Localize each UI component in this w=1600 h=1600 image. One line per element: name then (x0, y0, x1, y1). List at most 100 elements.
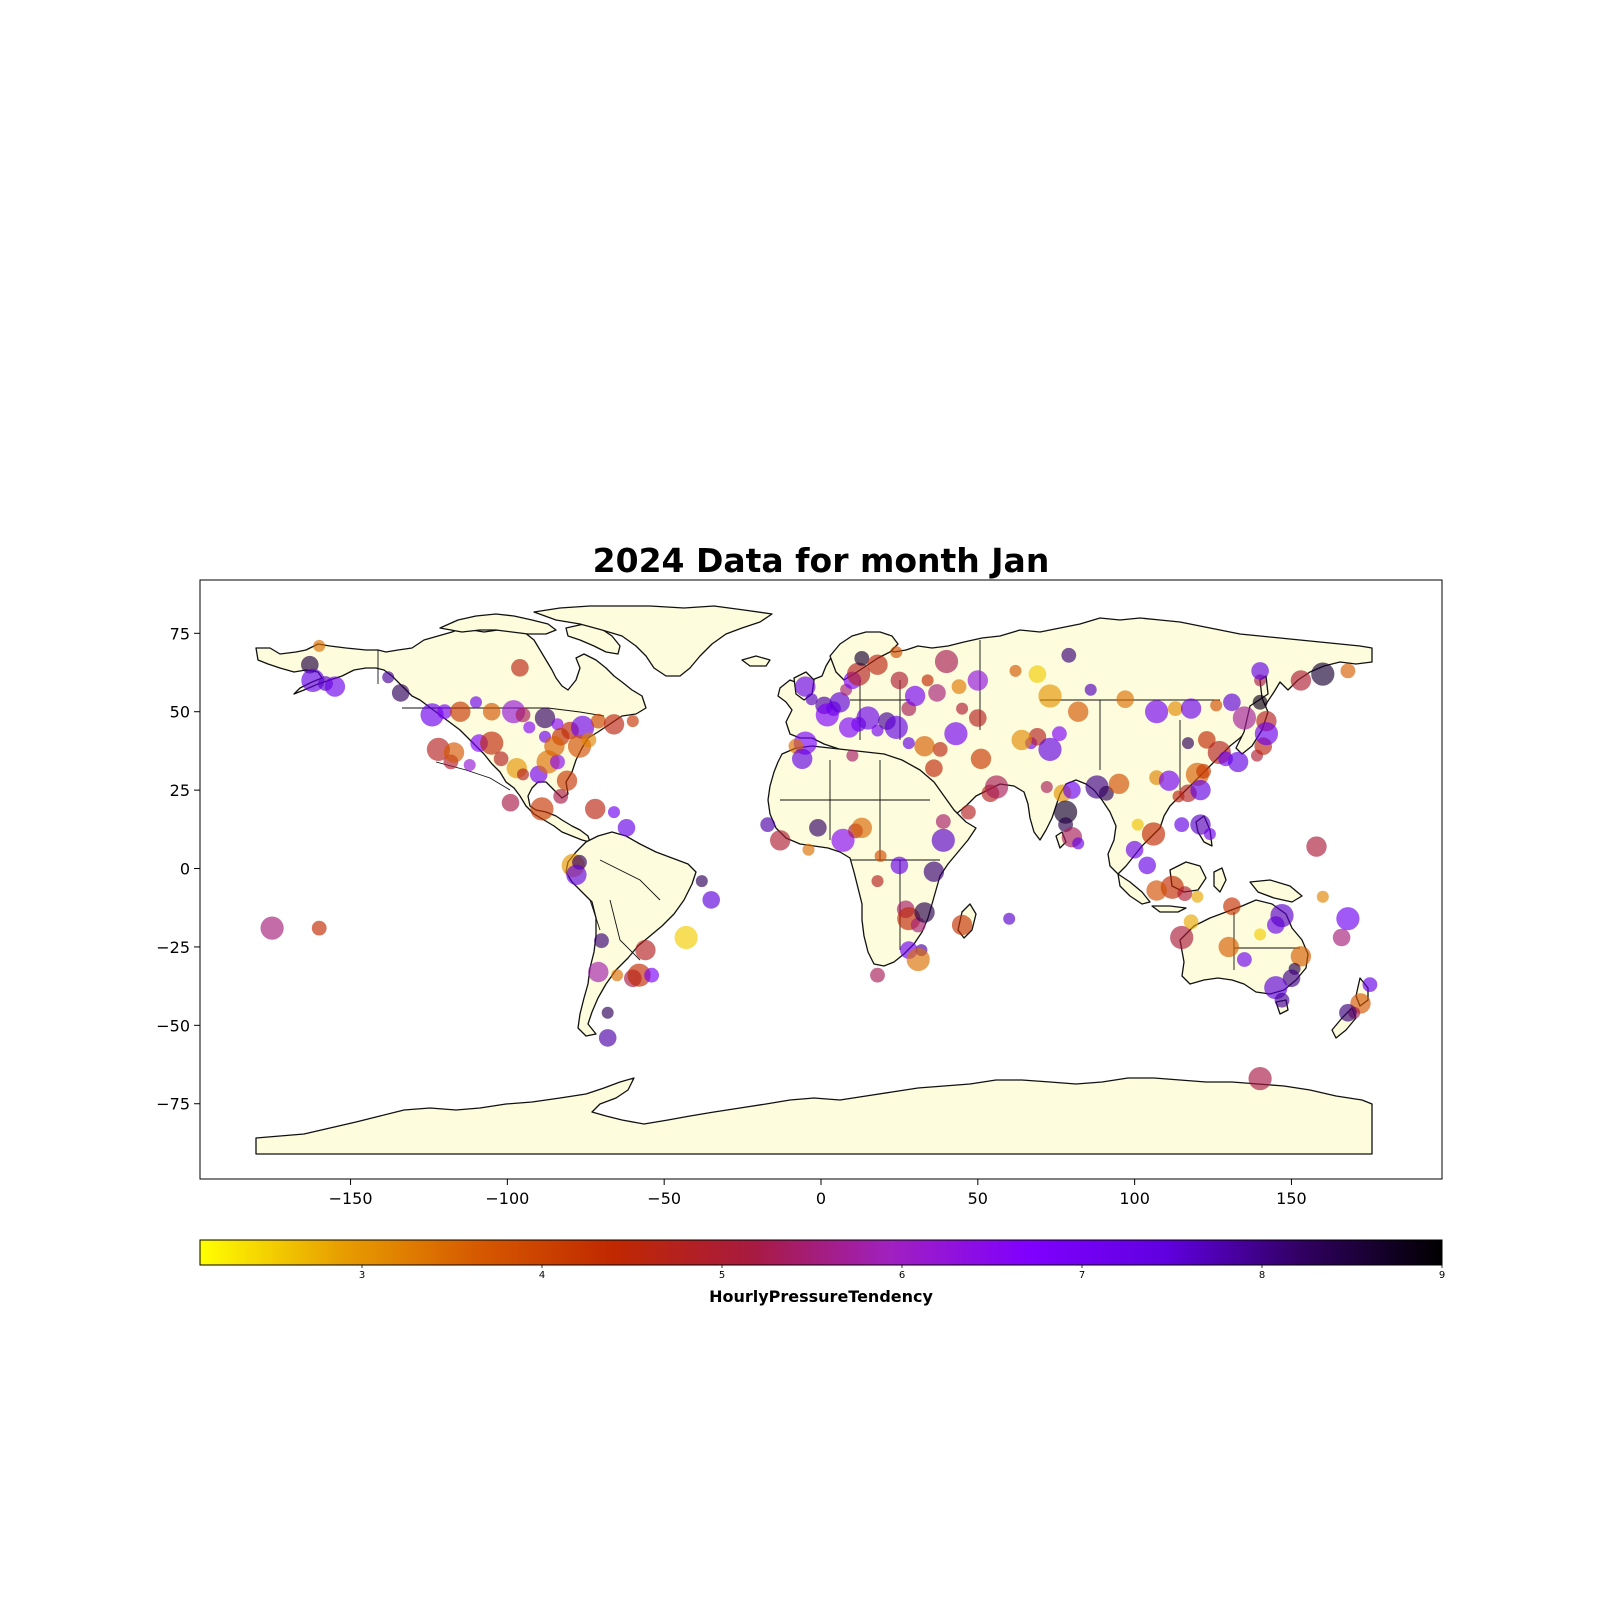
scatter-point (951, 679, 967, 694)
scatter-point (1040, 781, 1053, 793)
scatter-point (382, 671, 395, 684)
scatter-point (1170, 925, 1194, 950)
scatter-point (603, 714, 625, 735)
scatter-point (1061, 647, 1077, 663)
scatter-point (1141, 822, 1166, 846)
scatter-point (839, 717, 860, 738)
y-tick-label: −75 (156, 1095, 190, 1114)
scatter-point (871, 875, 884, 888)
scatter-point (470, 696, 482, 709)
scatter-point (1218, 936, 1239, 958)
scatter-point (501, 793, 520, 812)
scatter-point (890, 671, 909, 690)
scatter-point (829, 692, 850, 713)
colorbar-label: HourlyPressureTendency (709, 1287, 933, 1306)
scatter-point (1274, 992, 1290, 1008)
scatter-point (1332, 928, 1351, 947)
scatter-point (1003, 912, 1016, 925)
scatter-point (1237, 952, 1252, 967)
scatter-point (1282, 969, 1301, 988)
scatter-point (1011, 729, 1032, 751)
scatter-point (961, 804, 976, 820)
scatter-point (770, 830, 791, 851)
colorbar-tick-label: 4 (539, 1270, 545, 1281)
scatter-point (914, 736, 935, 757)
scatter-point (854, 651, 870, 666)
scatter-point (795, 676, 816, 697)
x-tick-label: −50 (647, 1189, 681, 1208)
y-tick-label: −50 (156, 1016, 190, 1035)
y-tick-label: 75 (170, 624, 190, 643)
scatter-point (914, 902, 935, 923)
landmass-iceland (741, 655, 771, 667)
landmass-greenland (533, 605, 773, 677)
scatter-point (1038, 684, 1062, 708)
scatter-point (1210, 699, 1223, 712)
scatter-point (904, 685, 926, 707)
scatter-point (1158, 770, 1180, 791)
scatter-points (260, 639, 1378, 1091)
scatter-point (1290, 670, 1312, 691)
scatter-point (935, 814, 951, 829)
scatter-point (884, 715, 908, 740)
x-tick-label: 0 (816, 1189, 826, 1208)
landmass-java (1151, 905, 1187, 913)
scatter-point (534, 707, 556, 729)
scatter-point (792, 748, 813, 769)
x-tick-label: −100 (485, 1189, 529, 1208)
scatter-point (906, 947, 930, 972)
scatter-point (515, 707, 531, 723)
scatter-point (831, 828, 855, 852)
scatter-point (443, 742, 465, 763)
scatter-point (1254, 928, 1267, 941)
scatter-point (1138, 856, 1156, 875)
scatter-point (611, 969, 624, 982)
scatter-point (1009, 664, 1022, 677)
scatter-point (530, 797, 554, 821)
scatter-point (802, 843, 815, 856)
scatter-point (437, 704, 452, 720)
scatter-point (928, 684, 946, 702)
scatter-point (956, 702, 969, 715)
scatter-point (644, 967, 659, 983)
landmass-sulawesi (1213, 867, 1227, 893)
colorbar-tick-label: 6 (899, 1270, 905, 1281)
scatter-point (480, 731, 504, 755)
scatter-point (1099, 785, 1114, 801)
chart-title: 2024 Data for month Jan (593, 541, 1050, 580)
scatter-point (1168, 701, 1183, 716)
scatter-point (1227, 751, 1249, 773)
scatter-point (1306, 836, 1327, 857)
scatter-point (760, 817, 776, 832)
scatter-point (923, 861, 945, 882)
scatter-point (550, 754, 565, 770)
landmass-south-america (565, 831, 697, 1037)
y-tick-label: −25 (156, 938, 190, 957)
scatter-point (695, 875, 708, 888)
scatter-point (847, 662, 871, 686)
scatter-point (626, 715, 639, 728)
colorbar-tick-label: 5 (719, 1270, 725, 1281)
colorbar (199, 1239, 1443, 1266)
y-tick-label: 25 (170, 781, 190, 800)
scatter-point (635, 939, 656, 961)
scatter-point (627, 963, 651, 987)
colorbar-tick-label: 3 (359, 1270, 365, 1281)
y-tick-label: 50 (170, 703, 190, 722)
landmass-new-guinea (1249, 879, 1303, 903)
scatter-point (391, 684, 410, 702)
scatter-point (450, 701, 471, 722)
scatter-point (1182, 737, 1194, 750)
scatter-point (1028, 665, 1047, 683)
scatter-point (1196, 763, 1211, 779)
x-axis: −150 −100 −50 0 50 100 150 (329, 1179, 1307, 1208)
scatter-point (969, 709, 987, 727)
scatter-point (556, 770, 578, 791)
scatter-point (805, 693, 818, 706)
scatter-point (1251, 662, 1269, 680)
scatter-point (1252, 694, 1268, 710)
scatter-point (1311, 662, 1335, 686)
scatter-point (1336, 907, 1360, 931)
scatter-point (874, 850, 887, 862)
